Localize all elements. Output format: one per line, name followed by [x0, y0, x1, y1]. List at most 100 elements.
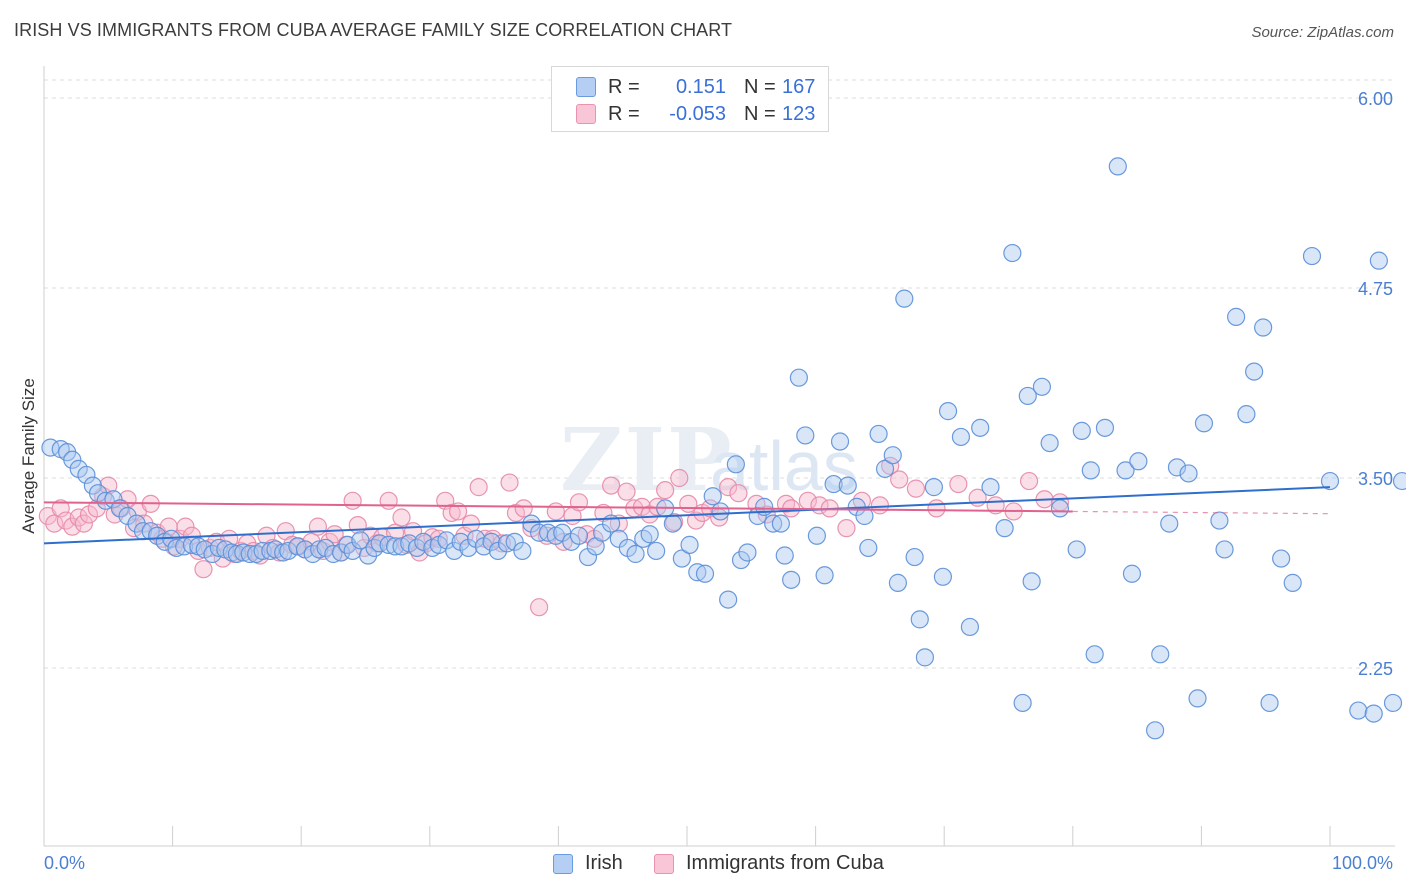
- irish-point: [905, 547, 924, 567]
- cuba-point: [63, 517, 82, 536]
- irish-point: [1146, 721, 1165, 740]
- irish-point: [1237, 405, 1256, 424]
- irish-point: [1116, 461, 1135, 480]
- irish-point: [807, 526, 826, 545]
- irish-point: [875, 459, 895, 478]
- cuba-point: [890, 470, 909, 489]
- legend-item-irish: Irish: [553, 852, 623, 875]
- gridlines: [44, 79, 1395, 669]
- cuba-point: [448, 502, 468, 521]
- irish-point: [1254, 318, 1273, 337]
- irish-point: [1188, 689, 1207, 708]
- legend-r-value: -0.053: [669, 102, 726, 125]
- irish-point: [1122, 564, 1142, 583]
- irish-point: [1067, 540, 1086, 559]
- irish-swatch: [553, 853, 573, 874]
- cuba-point: [442, 503, 461, 523]
- irish-point: [1383, 693, 1403, 713]
- irish-point: [815, 566, 834, 585]
- source-credit: Source: ZipAtlas.com: [1251, 24, 1394, 41]
- irish-point: [789, 368, 808, 387]
- irish-point: [764, 514, 783, 533]
- legend-item-cuba: Immigrants from Cuba: [654, 852, 884, 875]
- axes: [43, 66, 1395, 847]
- irish-point: [522, 514, 541, 533]
- irish-point: [647, 541, 666, 561]
- cuba-point: [837, 519, 856, 538]
- y-tick-label: 3.50: [1358, 469, 1393, 489]
- irish-point: [1272, 549, 1291, 568]
- irish-point: [883, 446, 902, 465]
- cuba-point: [719, 478, 738, 497]
- irish-point: [726, 455, 745, 474]
- irish-point: [1072, 421, 1091, 440]
- cuba-point: [45, 514, 64, 533]
- irish-point: [933, 567, 953, 586]
- irish-point: [1369, 251, 1388, 270]
- cuba-point: [379, 491, 398, 510]
- irish-point: [1210, 511, 1229, 530]
- irish-point: [995, 519, 1014, 538]
- irish-point: [497, 534, 517, 553]
- chart-title: IRISH VS IMMIGRANTS FROM CUBA AVERAGE FA…: [14, 20, 733, 40]
- irish-point: [695, 564, 715, 583]
- irish-point: [960, 617, 980, 637]
- irish-point: [1349, 701, 1368, 720]
- cuba-point: [500, 473, 519, 492]
- irish-point: [445, 541, 464, 561]
- irish-point: [96, 491, 115, 510]
- cuba-trend-line: [43, 501, 1073, 513]
- cuba-point: [135, 514, 154, 533]
- irish-series: [41, 157, 1406, 740]
- cuba-point: [949, 474, 968, 494]
- cuba-point: [176, 517, 195, 536]
- irish-point: [63, 450, 82, 469]
- irish-point: [771, 514, 790, 533]
- irish-point: [971, 418, 990, 437]
- cuba-point: [343, 491, 362, 510]
- irish-point: [640, 525, 659, 544]
- irish-point: [110, 499, 129, 518]
- legend: R = 0.151 N = 167 R = -0.053 N = 123: [551, 66, 829, 132]
- irish-point: [1022, 572, 1041, 591]
- irish-point: [1167, 458, 1187, 477]
- irish-point: [1320, 471, 1340, 491]
- y-tick-label: 4.75: [1358, 279, 1393, 299]
- irish-point: [1018, 386, 1037, 406]
- legend-n-value: 167: [782, 75, 816, 98]
- irish-point: [738, 543, 757, 562]
- irish-point: [1194, 414, 1214, 433]
- irish-point: [1160, 514, 1179, 533]
- cuba-point: [514, 499, 533, 518]
- irish-point: [1245, 362, 1264, 381]
- cuba-point: [686, 511, 706, 530]
- irish-swatch: [576, 77, 596, 97]
- irish-point: [385, 537, 405, 556]
- irish-point: [1260, 693, 1279, 713]
- svg-text:ZIP: ZIP: [560, 410, 734, 511]
- irish-point: [310, 540, 329, 559]
- irish-point: [915, 648, 935, 667]
- irish-point: [482, 532, 501, 551]
- irish-point: [351, 531, 370, 550]
- irish-point: [324, 544, 343, 564]
- irish-point: [1108, 157, 1127, 176]
- cuba-point: [569, 493, 589, 512]
- cuba-point: [392, 508, 411, 527]
- irish-point: [88, 484, 108, 503]
- series-legend: Irish Immigrants from Cuba: [0, 852, 1406, 878]
- cuba-point: [617, 482, 636, 501]
- legend-label-irish: Irish: [585, 852, 623, 874]
- irish-point: [1215, 540, 1234, 559]
- irish-point: [796, 426, 815, 445]
- irish-point: [1302, 246, 1322, 266]
- irish-point: [358, 546, 378, 565]
- irish-point: [680, 535, 699, 554]
- irish-point: [1095, 418, 1115, 437]
- cuba-point: [1019, 471, 1039, 491]
- cuba-point: [670, 468, 689, 488]
- cuba-point: [99, 476, 118, 495]
- irish-trend-line: [43, 486, 1331, 545]
- y-tick-label: 6.00: [1358, 89, 1393, 109]
- irish-point: [466, 529, 486, 548]
